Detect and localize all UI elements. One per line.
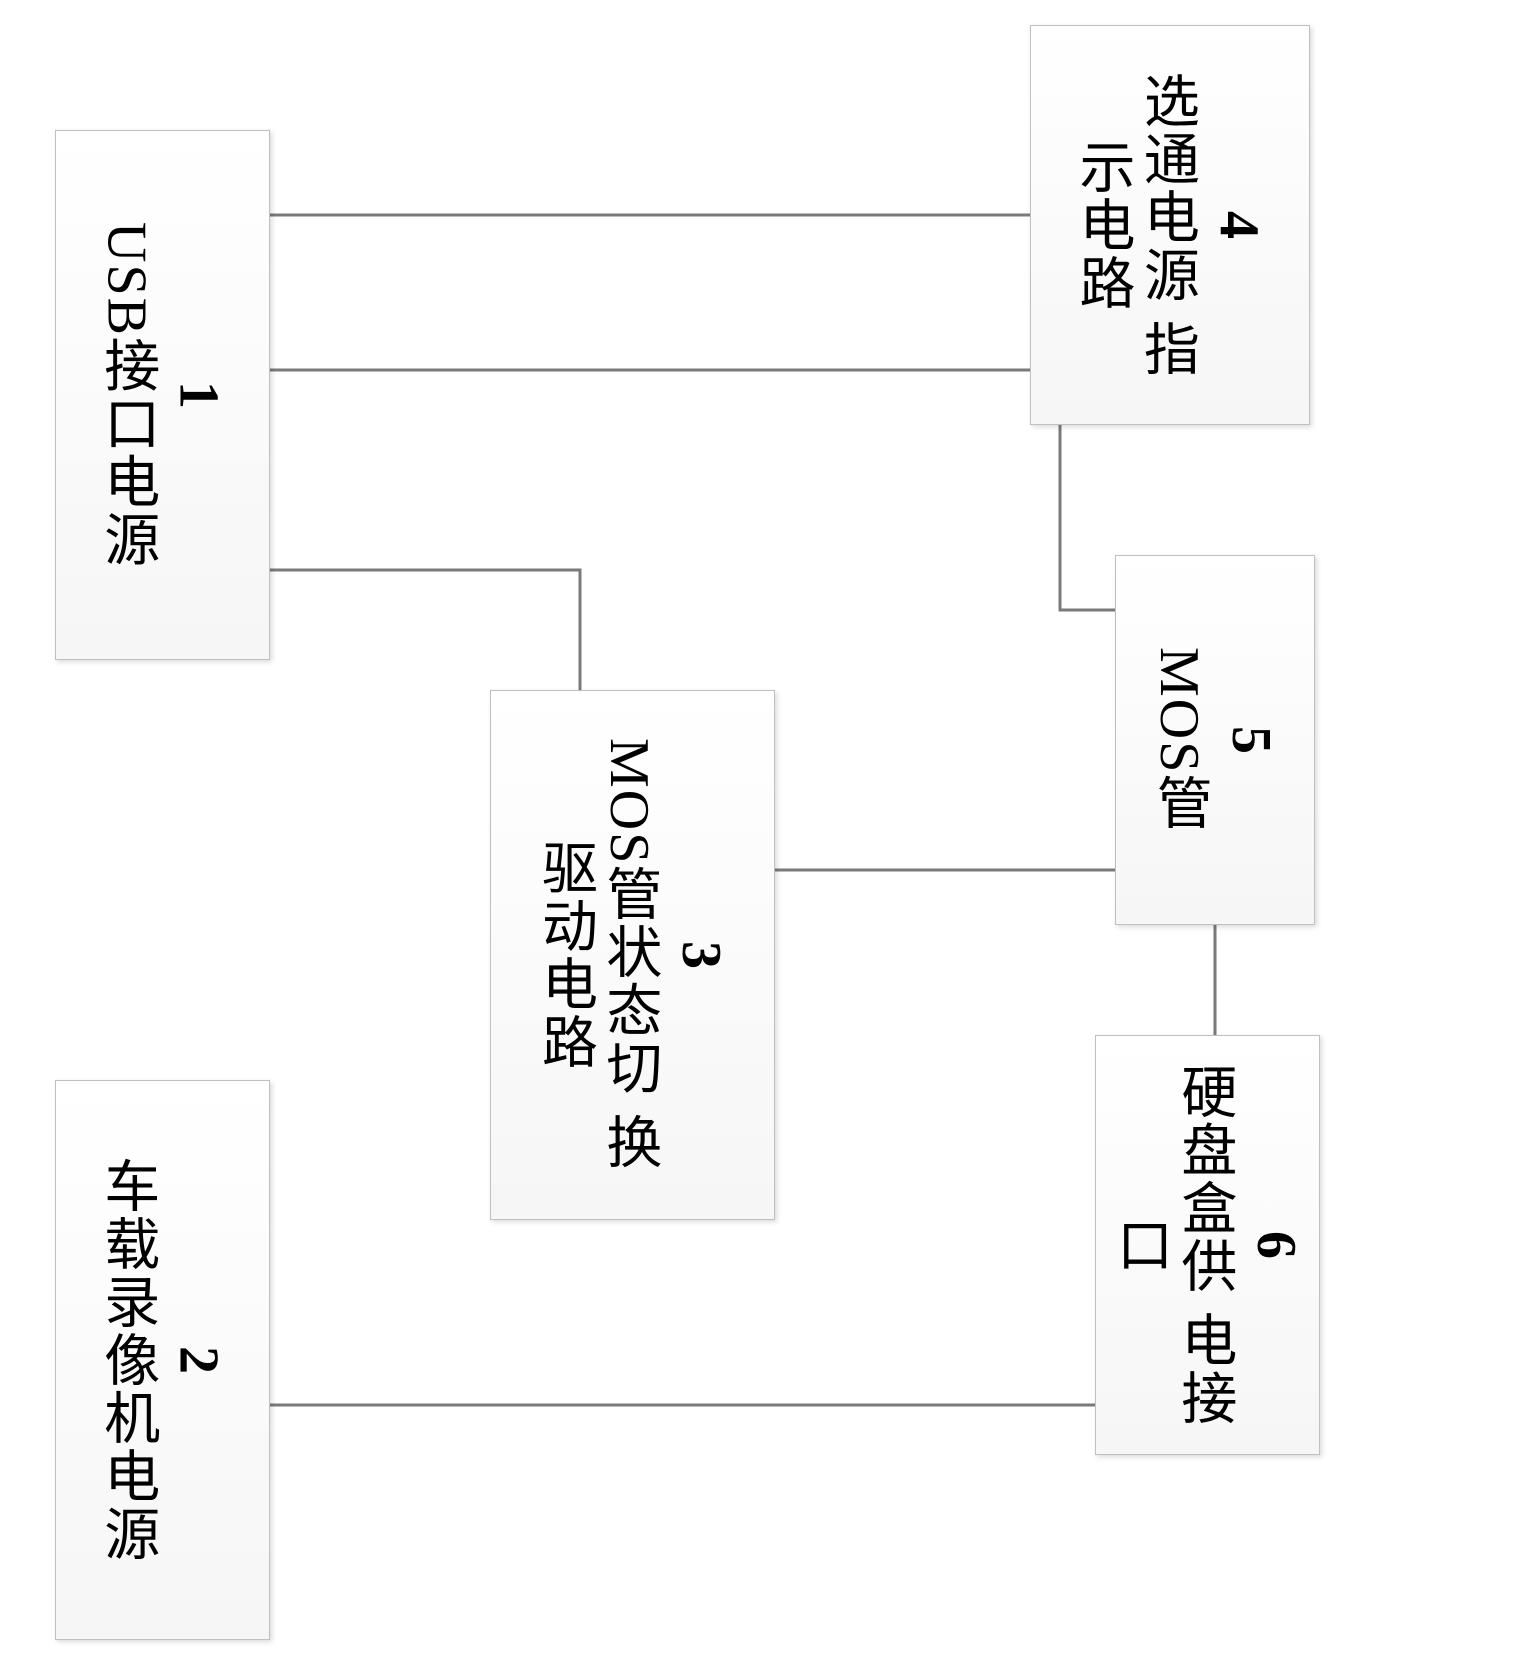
edge-n1-n5 <box>270 370 1115 610</box>
node-label: MOS管 <box>1147 647 1211 832</box>
node-mosfet: MOS管 5 <box>1115 555 1315 925</box>
node-hdd-power-port: 硬盘盒供 电接口 6 <box>1095 1035 1320 1455</box>
node-number: 2 <box>167 1346 231 1374</box>
node-number: 3 <box>669 941 733 969</box>
node-label: 硬盘盒供 电接口 <box>1107 1056 1236 1434</box>
node-label: USB接口电源 <box>94 222 158 569</box>
diagram-canvas: USB接口电源 1 车载录像机电源 2 MOS管状态切 换驱动电路 3 选通电源… <box>0 0 1522 1680</box>
edge-n1-n3 <box>270 570 580 690</box>
node-power-indicator: 选通电源 指示电路 4 <box>1030 25 1310 425</box>
node-mos-switch-driver: MOS管状态切 换驱动电路 3 <box>490 690 775 1220</box>
node-label: 车载录像机电源 <box>94 1157 158 1563</box>
node-label: 选通电源 指示电路 <box>1070 46 1199 404</box>
node-number: 4 <box>1206 211 1270 239</box>
node-number: 5 <box>1219 726 1283 754</box>
node-number: 6 <box>1244 1231 1308 1259</box>
node-label: MOS管状态切 换驱动电路 <box>532 711 661 1199</box>
node-vehicle-recorder-power: 车载录像机电源 2 <box>55 1080 270 1640</box>
node-number: 1 <box>167 381 231 409</box>
node-usb-power: USB接口电源 1 <box>55 130 270 660</box>
